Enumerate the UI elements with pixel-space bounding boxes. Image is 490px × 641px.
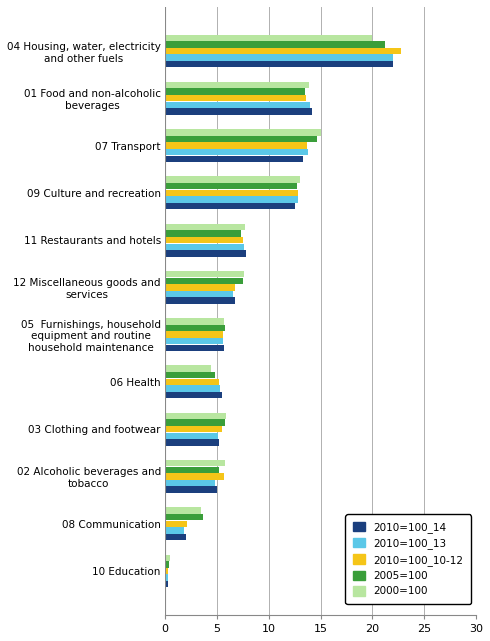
Bar [165,271,244,278]
Bar [165,574,168,581]
Bar [165,224,245,230]
Bar [165,88,305,95]
Bar [165,284,236,290]
Bar [165,102,310,108]
Bar [165,372,215,378]
Bar [165,61,393,67]
Legend: 2010=100_14, 2010=100_13, 2010=100_10-12, 2005=100, 2000=100: 2010=100_14, 2010=100_13, 2010=100_10-12… [345,515,471,604]
Bar [165,480,215,487]
Bar [165,129,320,135]
Bar [165,203,294,209]
Bar [165,507,201,513]
Bar [165,48,401,54]
Bar [165,581,168,587]
Bar [165,331,223,338]
Bar [165,244,244,250]
Bar [165,190,298,196]
Bar [165,534,186,540]
Bar [165,365,211,372]
Bar [165,379,219,385]
Bar [165,136,318,142]
Bar [165,561,169,567]
Bar [165,473,224,479]
Bar [165,278,243,284]
Bar [165,250,246,256]
Bar [165,108,312,115]
Bar [165,460,225,467]
Bar [165,35,372,41]
Bar [165,95,306,101]
Bar [165,345,224,351]
Bar [165,297,236,304]
Bar [165,527,184,533]
Bar [165,237,243,244]
Bar [165,467,219,473]
Bar [165,433,218,439]
Bar [165,82,309,88]
Bar [165,338,223,344]
Bar [165,41,385,47]
Bar [165,54,393,61]
Bar [165,514,203,520]
Bar [165,176,300,183]
Bar [165,413,226,419]
Bar [165,385,220,392]
Bar [165,318,224,324]
Bar [165,230,241,237]
Bar [165,426,222,432]
Bar [165,142,307,149]
Bar [165,554,170,561]
Bar [165,439,219,445]
Bar [165,568,168,574]
Bar [165,520,187,527]
Bar [165,291,233,297]
Bar [165,392,222,398]
Bar [165,149,308,155]
Bar [165,487,217,493]
Bar [165,419,225,426]
Bar [165,196,298,203]
Bar [165,325,225,331]
Bar [165,183,296,189]
Bar [165,156,303,162]
